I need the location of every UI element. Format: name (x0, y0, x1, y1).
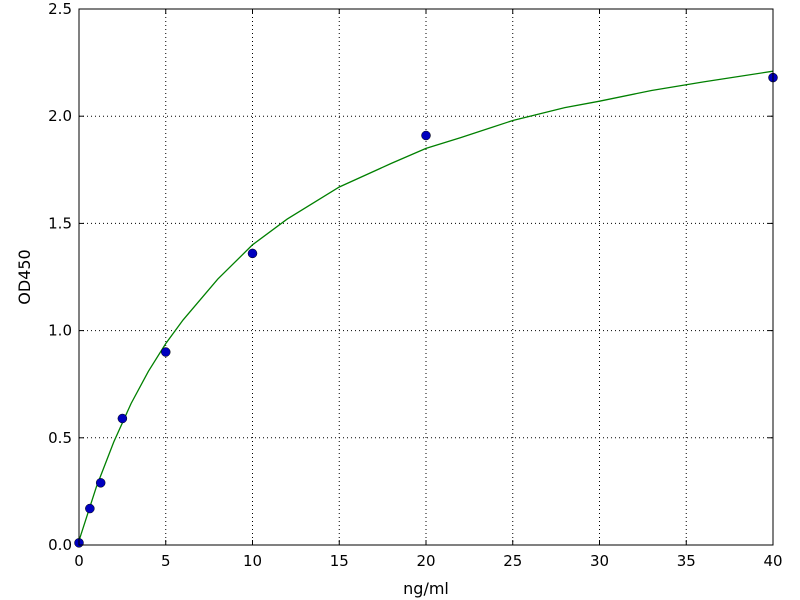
y-axis-label: OD450 (15, 249, 34, 304)
x-tick-label: 5 (161, 552, 171, 570)
x-tick-label: 25 (503, 552, 522, 570)
y-tick-label: 0.0 (48, 536, 72, 554)
x-axis-label: ng/ml (403, 579, 449, 598)
fit-curve-layer (78, 70, 774, 541)
data-point (117, 413, 128, 424)
y-tick-label: 1.5 (48, 214, 72, 232)
y-tick-label: 0.5 (48, 429, 72, 447)
data-points (74, 72, 778, 548)
ticks: 0 5 10 15 20 25 30 35 40 0.0 0.5 1.0 1.5 2.0 2.5 (48, 0, 782, 570)
y-tick-label: 2.0 (48, 107, 72, 125)
x-tick-label: 40 (763, 552, 782, 570)
x-tick-label: 10 (243, 552, 262, 570)
x-tick-label: 0 (74, 552, 84, 570)
data-point (247, 248, 258, 259)
y-tick-label: 2.5 (48, 0, 72, 18)
grid (78, 8, 774, 546)
x-tick-label: 20 (416, 552, 435, 570)
y-tick-label: 1.0 (48, 322, 72, 340)
x-tick-label: 15 (330, 552, 349, 570)
x-tick-label: 30 (590, 552, 609, 570)
fit-curve (78, 70, 774, 541)
x-tick-label: 35 (677, 552, 696, 570)
data-point (161, 347, 171, 357)
data-point (421, 130, 431, 141)
data-point (85, 503, 95, 514)
data-point (95, 478, 106, 488)
